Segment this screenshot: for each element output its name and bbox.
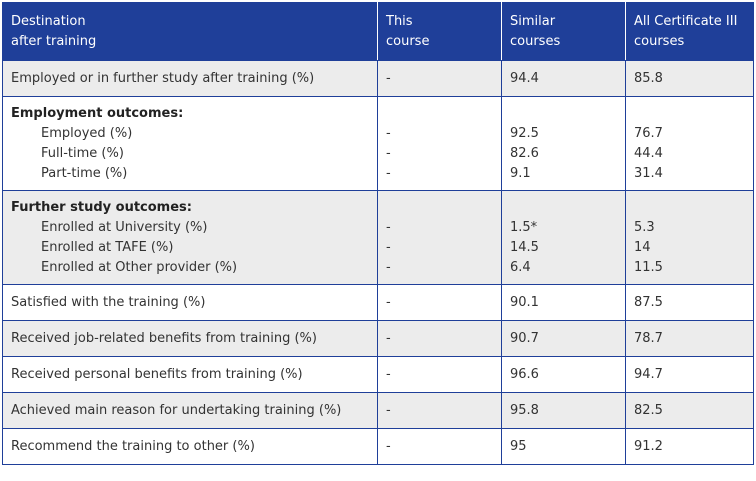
- all-courses-value: 44.4: [634, 146, 663, 161]
- all-courses-value: 87.5: [625, 284, 754, 321]
- this-course-value: -: [377, 356, 502, 393]
- table-row: Received job-related benefits from train…: [2, 320, 754, 357]
- this-course-value: -: [386, 260, 391, 275]
- this-course-value: -: [377, 284, 502, 321]
- header-text: after training: [11, 34, 97, 49]
- row-label: Enrolled at TAFE (%): [41, 240, 174, 255]
- row-label: Employed or in further study after train…: [2, 60, 378, 97]
- header-text: Destination: [11, 14, 86, 29]
- header-text: course: [386, 34, 430, 49]
- similar-courses-value: 90.7: [501, 320, 626, 357]
- group-labels: Employment outcomes: Employed (%) Full-t…: [2, 96, 378, 191]
- similar-courses-value: 6.4: [510, 260, 531, 275]
- header-text: All Certificate III: [634, 14, 738, 29]
- similar-courses-value: 96.6: [501, 356, 626, 393]
- table-row: Satisfied with the training (%) - 90.1 8…: [2, 284, 754, 321]
- similar-courses-value: 14.5: [510, 240, 539, 255]
- header-all-cert-iii: All Certificate III courses: [625, 2, 754, 61]
- header-this-course: This course: [377, 2, 502, 61]
- header-destination: Destination after training: [2, 2, 378, 61]
- this-course-values: - - -: [377, 190, 502, 285]
- row-label: Achieved main reason for undertaking tra…: [2, 392, 378, 429]
- header-text: This: [386, 14, 413, 29]
- table-row: Received personal benefits from training…: [2, 356, 754, 393]
- similar-courses-value: 94.4: [501, 60, 626, 97]
- similar-courses-value: 1.5*: [510, 220, 538, 235]
- table-row: Recommend the training to other (%) - 95…: [2, 428, 754, 465]
- row-label: Employed (%): [41, 126, 133, 141]
- row-label: Part-time (%): [41, 166, 128, 181]
- row-label: Enrolled at University (%): [41, 220, 208, 235]
- this-course-value: -: [377, 392, 502, 429]
- group-labels: Further study outcomes: Enrolled at Univ…: [2, 190, 378, 285]
- this-course-value: -: [377, 60, 502, 97]
- row-label: Enrolled at Other provider (%): [41, 260, 238, 275]
- this-course-value: -: [386, 240, 391, 255]
- all-courses-value: 82.5: [625, 392, 754, 429]
- this-course-values: - - -: [377, 96, 502, 191]
- table-row: Employed or in further study after train…: [2, 60, 754, 97]
- all-courses-value: 31.4: [634, 166, 663, 181]
- similar-courses-value: 90.1: [501, 284, 626, 321]
- outcomes-table: Destination after training This course S…: [2, 2, 754, 465]
- row-label: Full-time (%): [41, 146, 124, 161]
- this-course-value: -: [377, 428, 502, 465]
- further-study-outcomes-group: Further study outcomes: Enrolled at Univ…: [2, 190, 754, 285]
- this-course-value: -: [386, 166, 391, 181]
- similar-courses-value: 95.8: [501, 392, 626, 429]
- all-courses-value: 11.5: [634, 260, 663, 275]
- this-course-value: -: [386, 146, 391, 161]
- all-courses-value: 94.7: [625, 356, 754, 393]
- similar-courses-value: 82.6: [510, 146, 539, 161]
- similar-courses-values: 1.5* 14.5 6.4: [501, 190, 626, 285]
- group-title: Employment outcomes:: [11, 106, 184, 121]
- all-courses-values: 5.3 14 11.5: [625, 190, 754, 285]
- this-course-value: -: [377, 320, 502, 357]
- similar-courses-value: 95: [501, 428, 626, 465]
- all-courses-value: 91.2: [625, 428, 754, 465]
- all-courses-value: 14: [634, 240, 651, 255]
- row-label: Received personal benefits from training…: [2, 356, 378, 393]
- all-courses-value: 85.8: [625, 60, 754, 97]
- this-course-value: -: [386, 220, 391, 235]
- header-similar-courses: Similar courses: [501, 2, 626, 61]
- row-label: Recommend the training to other (%): [2, 428, 378, 465]
- row-label: Satisfied with the training (%): [2, 284, 378, 321]
- header-text: courses: [634, 34, 685, 49]
- similar-courses-values: 92.5 82.6 9.1: [501, 96, 626, 191]
- header-text: Similar: [510, 14, 556, 29]
- group-title: Further study outcomes:: [11, 200, 192, 215]
- all-courses-value: 5.3: [634, 220, 655, 235]
- row-label: Received job-related benefits from train…: [2, 320, 378, 357]
- header-text: courses: [510, 34, 561, 49]
- all-courses-values: 76.7 44.4 31.4: [625, 96, 754, 191]
- table-row: Achieved main reason for undertaking tra…: [2, 392, 754, 429]
- header-row: Destination after training This course S…: [2, 2, 754, 61]
- all-courses-value: 76.7: [634, 126, 663, 141]
- all-courses-value: 78.7: [625, 320, 754, 357]
- similar-courses-value: 92.5: [510, 126, 539, 141]
- similar-courses-value: 9.1: [510, 166, 531, 181]
- employment-outcomes-group: Employment outcomes: Employed (%) Full-t…: [2, 96, 754, 191]
- this-course-value: -: [386, 126, 391, 141]
